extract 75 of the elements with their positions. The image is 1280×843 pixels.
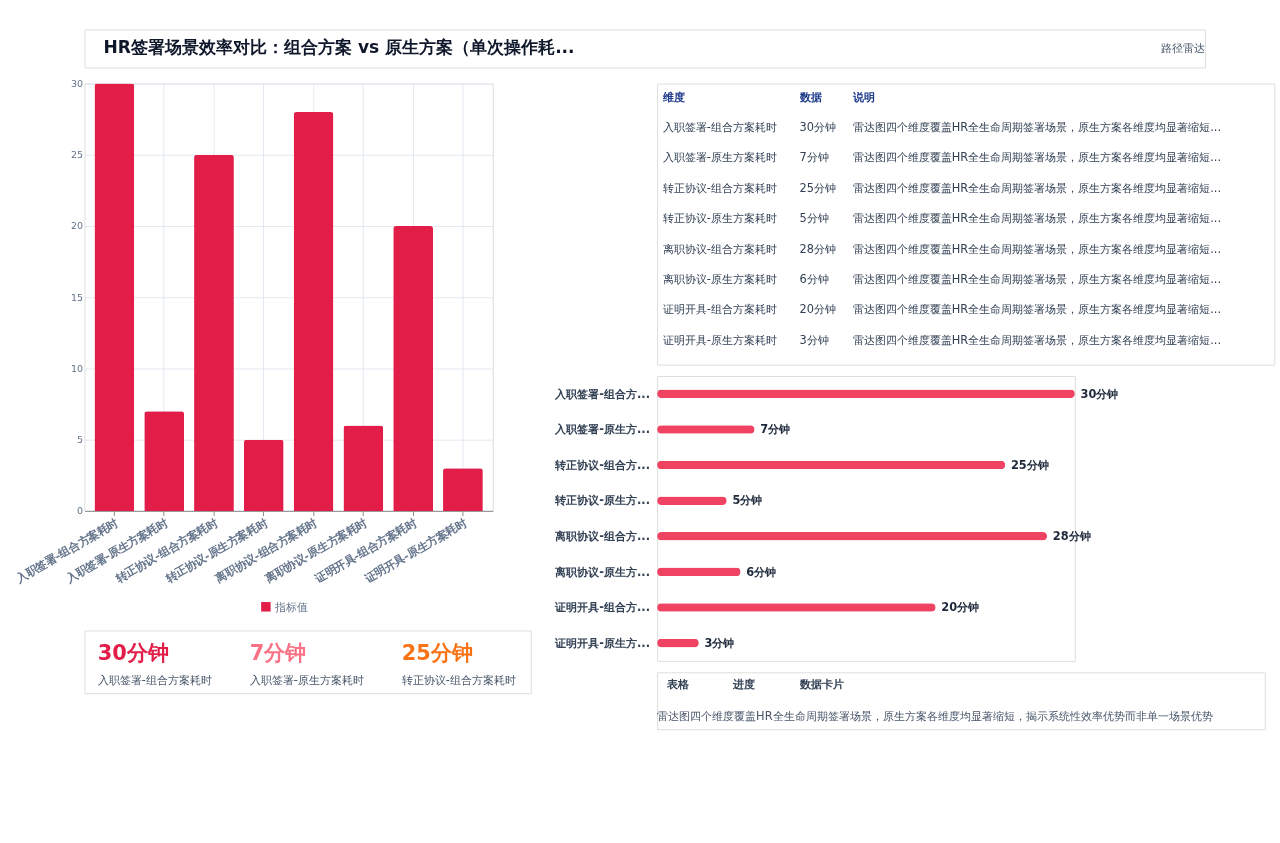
y-tick-label: 20 bbox=[71, 220, 84, 232]
text: 转正协议-原生方案耗时 bbox=[662, 211, 777, 226]
text: 雷达图四个维度覆盖HR全生命周期签署场景，原生方案各维度均显著缩短... bbox=[852, 271, 1222, 286]
y-tick-label: 入职签署-组合方... bbox=[554, 386, 650, 401]
y-tick-label: 证明开具-原生方... bbox=[554, 635, 650, 650]
text: 维度 bbox=[661, 89, 685, 104]
y-tick-label: 离职协议-原生方... bbox=[554, 564, 650, 579]
text: 25分钟 bbox=[799, 180, 837, 195]
text: 证明开具-组合方案耗时 bbox=[662, 302, 777, 317]
text: 说明 bbox=[851, 89, 875, 104]
y-tick-label: 5 bbox=[77, 433, 84, 445]
text: 入职签署-原生方案耗时 bbox=[662, 150, 777, 165]
bar bbox=[144, 411, 185, 511]
bar bbox=[393, 226, 434, 511]
text: 转正协议-组合方案耗时 bbox=[401, 672, 516, 687]
text: 进度 bbox=[732, 676, 756, 691]
y-tick-label: 转正协议-原生方... bbox=[554, 493, 650, 508]
text: 雷达图四个维度覆盖HR全生命周期签署场景，原生方案各维度均显著缩短... bbox=[852, 211, 1222, 226]
chart-title: HR签署场景效率对比：组合方案 vs 原生方案（单次操作耗... bbox=[103, 37, 575, 58]
text: 28分钟 bbox=[799, 241, 837, 256]
y-tick-label: 25 bbox=[71, 149, 84, 161]
text: 6分钟 bbox=[799, 271, 829, 286]
bar bbox=[657, 460, 1006, 470]
text: 5分钟 bbox=[799, 211, 829, 226]
bar bbox=[657, 567, 741, 577]
bar bbox=[657, 532, 1048, 541]
y-tick-label: 0 bbox=[77, 505, 84, 517]
bar bbox=[443, 468, 483, 511]
data-label: 30分钟 bbox=[1080, 386, 1119, 401]
text: 7分钟 bbox=[799, 150, 829, 165]
y-tick-label: 入职签署-原生方... bbox=[554, 422, 650, 437]
text: 离职协议-原生方案耗时 bbox=[662, 271, 777, 286]
bar bbox=[343, 425, 384, 511]
data-label: 7分钟 bbox=[760, 422, 791, 437]
text: 雷达图四个维度覆盖HR全生命周期签署场景，原生方案各维度均显著缩短... bbox=[852, 332, 1222, 347]
text: 20分钟 bbox=[799, 302, 837, 317]
bar bbox=[194, 154, 234, 511]
data-label: 28分钟 bbox=[1052, 529, 1091, 544]
text: 30分钟 bbox=[97, 640, 169, 665]
text: 路径雷达 bbox=[1160, 41, 1205, 56]
text: 3分钟 bbox=[799, 332, 829, 347]
text: 表格 bbox=[665, 676, 690, 691]
text: 入职签署-原生方案耗时 bbox=[249, 672, 364, 687]
bar bbox=[94, 83, 135, 511]
legend-label: 指标值 bbox=[274, 599, 309, 614]
bar bbox=[243, 439, 284, 511]
text: 入职签署-组合方案耗时 bbox=[97, 672, 212, 687]
text: 证明开具-原生方案耗时 bbox=[662, 332, 777, 347]
bar bbox=[657, 389, 1075, 399]
text: 雷达图四个维度覆盖HR全生命周期签署场景，原生方案各维度均显著缩短... bbox=[852, 241, 1222, 256]
data-label: 20分钟 bbox=[941, 600, 980, 615]
y-tick-label: 转正协议-组合方... bbox=[554, 457, 650, 472]
text: 雷达图四个维度覆盖HR全生命周期签署场景，原生方案各维度均显著缩短... bbox=[852, 120, 1222, 135]
data-label: 25分钟 bbox=[1010, 457, 1049, 472]
text: 雷达图四个维度覆盖HR全生命周期签署场景，原生方案各维度均显著缩短... bbox=[852, 302, 1222, 317]
y-tick-label: 证明开具-组合方... bbox=[554, 600, 650, 615]
text: 30分钟 bbox=[799, 120, 837, 135]
y-tick-label: 30 bbox=[71, 77, 84, 89]
text: 入职签署-组合方案耗时 bbox=[662, 120, 777, 135]
y-tick-label: 离职协议-组合方... bbox=[554, 529, 650, 544]
data-label: 6分钟 bbox=[746, 564, 777, 579]
text: 数据卡片 bbox=[798, 676, 844, 691]
text: 雷达图四个维度覆盖HR全生命周期签署场景，原生方案各维度均显著缩短... bbox=[852, 150, 1222, 165]
text: 数据 bbox=[798, 89, 822, 104]
text: 雷达图四个维度覆盖HR全生命周期签署场景，原生方案各维度均显著缩短... bbox=[852, 180, 1222, 195]
text: 转正协议-组合方案耗时 bbox=[662, 180, 777, 195]
text: 25分钟 bbox=[401, 640, 473, 665]
y-tick-label: 10 bbox=[71, 362, 84, 374]
data-label: 3分钟 bbox=[704, 635, 735, 650]
y-tick-label: 15 bbox=[71, 291, 84, 303]
text: 离职协议-组合方案耗时 bbox=[662, 241, 777, 256]
text: 7分钟 bbox=[249, 640, 307, 665]
bar bbox=[293, 112, 334, 511]
text: 雷达图四个维度覆盖HR全生命周期签署场景，原生方案各维度均显著缩短，揭示系统性效率优势而非单一场景优势 bbox=[657, 708, 1213, 723]
data-label: 5分钟 bbox=[732, 493, 763, 508]
